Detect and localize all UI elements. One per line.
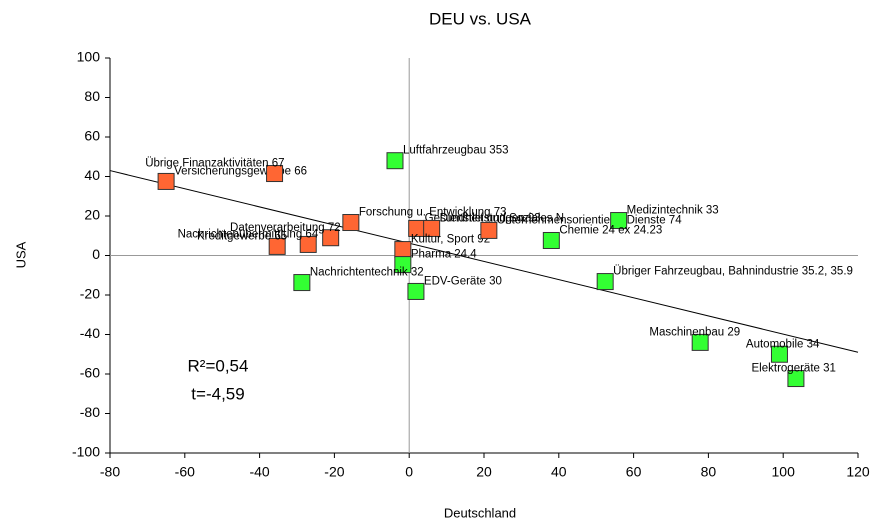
x-tick-label: 60 xyxy=(626,464,642,480)
point-label: Elektrogeräte 31 xyxy=(752,363,836,375)
point-label: Maschinenbau 29 xyxy=(649,326,740,338)
point xyxy=(787,370,805,388)
point xyxy=(770,345,788,363)
point xyxy=(394,241,412,259)
point xyxy=(394,256,412,274)
x-tick-label: -20 xyxy=(324,464,344,480)
x-tick-label: 80 xyxy=(701,464,717,480)
point-label: Luftfahrzeugbau 353 xyxy=(403,145,509,157)
point xyxy=(407,282,425,300)
point xyxy=(610,212,628,230)
point xyxy=(342,214,360,232)
point-label: EDV-Geräte 30 xyxy=(424,275,502,287)
point xyxy=(480,221,498,239)
y-tick-label: 80 xyxy=(84,88,100,104)
x-tick-label: 40 xyxy=(551,464,567,480)
y-tick-label: 60 xyxy=(84,128,100,144)
x-tick-label: 120 xyxy=(846,464,870,480)
point xyxy=(268,237,286,255)
chart-title: DEU vs. USA xyxy=(429,9,532,28)
trend-line xyxy=(109,170,859,353)
point xyxy=(542,231,560,249)
point xyxy=(691,333,709,351)
point-label: Übriger Fahrzeugbau, Bahnindustrie 35.2,… xyxy=(613,266,853,278)
point xyxy=(293,274,311,292)
y-tick-label: -40 xyxy=(80,325,100,341)
point-label: Übrige Finanzaktivitäten 67 xyxy=(145,158,284,170)
x-tick-label: 100 xyxy=(772,464,796,480)
y-tick-label: -20 xyxy=(80,286,100,302)
point xyxy=(157,172,175,190)
point-label: Gesundheit und Soziales N xyxy=(425,212,564,224)
y-tick-label: -80 xyxy=(80,404,100,420)
x-tick-label: -60 xyxy=(175,464,195,480)
y-tick-label: 40 xyxy=(84,167,100,183)
point-label: Nachrichtenübermittlung 64 xyxy=(178,228,319,240)
y-axis-label: USA xyxy=(13,241,28,268)
x-tick-label: -40 xyxy=(249,464,269,480)
y-tick-label: -100 xyxy=(72,444,100,460)
annotation: R²=0,54 xyxy=(188,356,249,375)
point-label: Medizintechnik 33 xyxy=(627,205,719,217)
y-tick-label: 20 xyxy=(84,207,100,223)
point-label: Dienstleistungen 93 xyxy=(440,212,541,224)
x-axis-label: Deutschland xyxy=(444,505,516,520)
x-tick-label: 20 xyxy=(476,464,492,480)
point xyxy=(322,229,340,247)
point xyxy=(423,219,441,237)
point-label: Pharma 24.4 xyxy=(411,249,477,261)
y-tick-label: 100 xyxy=(77,49,101,65)
point xyxy=(266,165,284,183)
point-label: Nachrichtentechnik 32 xyxy=(310,267,424,279)
point-label: Datenverarbeitung 72 xyxy=(230,222,341,234)
point xyxy=(299,235,317,253)
y-tick-label: -60 xyxy=(80,365,100,381)
point-label: Kultur, Sport 92 xyxy=(411,234,490,246)
annotation: t=-4,59 xyxy=(191,384,244,403)
x-tick-label: 0 xyxy=(405,464,413,480)
point xyxy=(386,152,404,170)
point-label: Chemie 24 ex 24.23 xyxy=(559,225,662,237)
point xyxy=(596,273,614,291)
point-label: Forschung u. Entwicklung 73 xyxy=(359,207,507,219)
point-label: Kreditgewerbe 65 xyxy=(197,230,287,242)
x-tick-label: -80 xyxy=(100,464,120,480)
annotation-box xyxy=(138,352,266,412)
point-label: Unternehmensorientierte Dienste 74 xyxy=(497,214,682,226)
point-label: Automobile 34 xyxy=(746,338,820,350)
y-tick-label: 0 xyxy=(92,246,100,262)
